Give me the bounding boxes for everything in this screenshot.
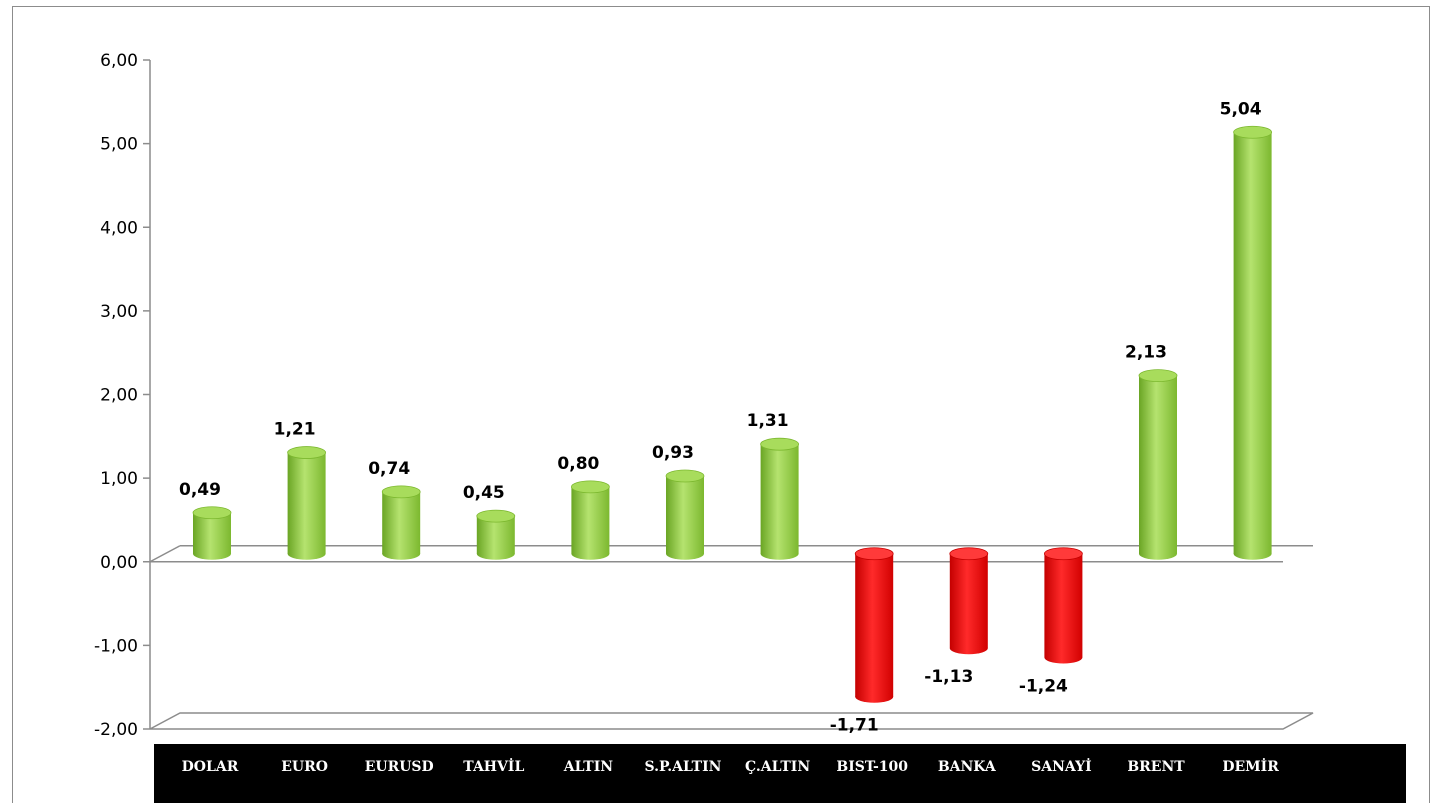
- axis-layer: -2,00 -1,00 0,00 1,00 2,00 3,00 4,00 5,00 6,00: [94, 51, 1406, 803]
- bar-body: [382, 491, 421, 554]
- bar-bottom-cap: [666, 547, 704, 560]
- bar-body: [666, 475, 704, 554]
- data-label-2: 0,74: [368, 459, 410, 479]
- bar-body: [193, 512, 231, 554]
- data-label-11: 5,04: [1220, 99, 1262, 119]
- bar-bottom-cap: [476, 547, 515, 560]
- data-label-5: 0,93: [652, 443, 694, 463]
- bar-bottom-cap: [1233, 547, 1272, 560]
- bar-bottom-cap: [1044, 651, 1083, 664]
- category-label-2: EURUSD: [365, 759, 434, 775]
- bar-3: [476, 509, 516, 560]
- bar-body: [855, 553, 894, 697]
- bar-bottom-cap: [571, 547, 610, 560]
- bar-11: [1233, 125, 1272, 560]
- bar-top-cap: [571, 480, 610, 494]
- data-label-9: -1,24: [1019, 676, 1068, 696]
- data-label-0: 0,49: [179, 480, 221, 500]
- bar-body: [760, 444, 799, 554]
- data-label-1: 1,21: [274, 420, 316, 440]
- category-label-6: Ç.ALTIN: [745, 759, 810, 775]
- bar-body: [949, 553, 988, 649]
- data-label-3: 0,45: [463, 483, 505, 503]
- category-label-5: S.P.ALTIN: [645, 759, 722, 775]
- y-tick-label: 6,00: [100, 51, 138, 71]
- category-label-0: DOLAR: [182, 759, 239, 775]
- bar-body: [1233, 132, 1272, 554]
- bar-bottom-cap: [193, 547, 231, 560]
- bar-top-cap: [287, 446, 327, 459]
- bar-5: [665, 469, 705, 560]
- bar-4: [571, 480, 610, 560]
- category-label-1: EURO: [281, 759, 328, 775]
- bar-body: [571, 486, 610, 554]
- bar-top-cap: [854, 547, 894, 561]
- category-label-10: BRENT: [1127, 759, 1185, 775]
- bar-bottom-cap: [949, 642, 988, 655]
- label-layer: 0,49 DOLAR 1,21 EURO 0,74 EURUSD 0,45 TAHVİL 0,8…: [179, 99, 1279, 775]
- bar-10: [1138, 369, 1178, 560]
- bar-8: [949, 547, 989, 655]
- bar-top-cap: [381, 485, 421, 499]
- y-tick-label: 2,00: [100, 386, 138, 406]
- category-band: [154, 744, 1406, 803]
- bar-7: [854, 547, 894, 703]
- category-label-8: BANKA: [938, 759, 997, 775]
- bar-bottom-cap: [1139, 547, 1177, 560]
- category-label-11: DEMİR: [1222, 756, 1279, 775]
- bar-top-cap: [1044, 547, 1083, 561]
- y-tick-label: 1,00: [100, 469, 138, 489]
- bar-bottom-cap: [760, 547, 799, 560]
- bar-top-cap: [1138, 369, 1178, 383]
- category-label-3: TAHVİL: [463, 756, 524, 775]
- data-label-4: 0,80: [557, 454, 599, 474]
- bar-2: [381, 485, 421, 560]
- bar-6: [760, 437, 799, 560]
- zero-line-edge: [149, 545, 181, 563]
- data-label-7: -1,71: [830, 716, 879, 736]
- bar-bottom-cap: [287, 547, 326, 560]
- bar-bottom-cap: [382, 547, 421, 560]
- bar-top-cap: [665, 469, 705, 483]
- y-tick-label: 3,00: [100, 302, 138, 322]
- bar-1: [287, 446, 327, 560]
- bar-9: [1044, 547, 1083, 664]
- bar-bottom-cap: [855, 690, 894, 703]
- y-tick-label: -2,00: [94, 720, 138, 740]
- bar-top-cap: [949, 547, 989, 561]
- data-label-6: 1,31: [747, 411, 789, 431]
- bar-body: [287, 452, 326, 554]
- data-label-8: -1,13: [924, 667, 973, 687]
- bar-0: [192, 506, 232, 560]
- y-tick-label: -1,00: [94, 636, 138, 656]
- data-label-10: 2,13: [1125, 343, 1167, 363]
- bar-top-cap: [476, 509, 516, 523]
- bar-top-cap: [192, 506, 232, 520]
- chart-frame: [12, 6, 1430, 803]
- y-tick-label: 0,00: [100, 553, 138, 573]
- category-label-4: ALTIN: [563, 759, 614, 775]
- chart-floor: [149, 712, 1314, 730]
- bar-body: [1139, 375, 1177, 554]
- category-label-7: BIST-100: [836, 759, 908, 775]
- y-tick-label: 5,00: [100, 135, 138, 155]
- bar-top-cap: [1233, 125, 1272, 139]
- y-tick-label: 4,00: [100, 218, 138, 238]
- bar-layer: [192, 125, 1272, 703]
- category-label-9: SANAYİ: [1031, 756, 1091, 775]
- bar-body: [1044, 553, 1083, 658]
- bar-top-cap: [760, 437, 799, 451]
